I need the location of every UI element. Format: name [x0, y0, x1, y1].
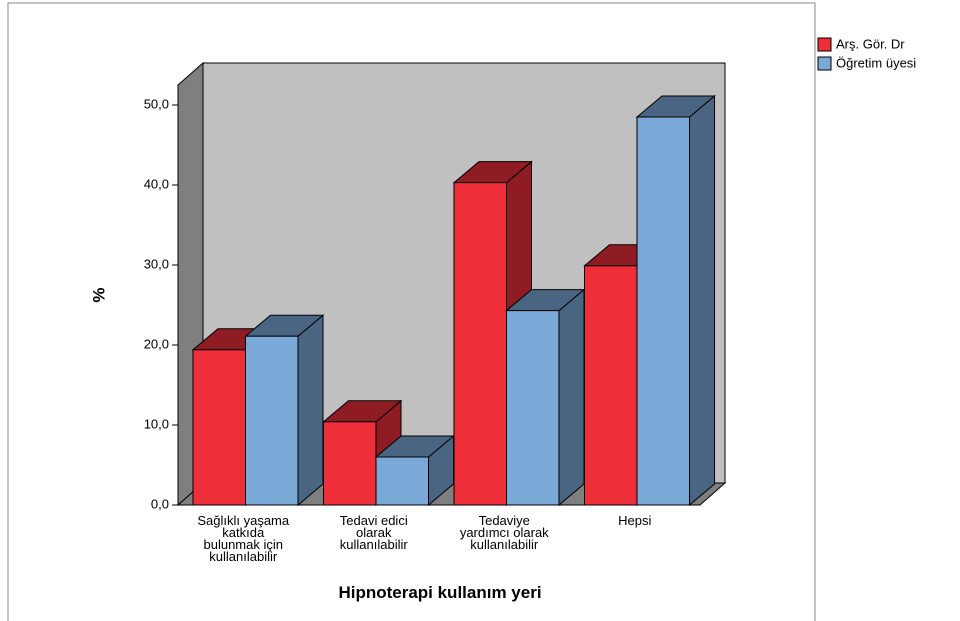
bar-side — [297, 314, 324, 507]
bar — [192, 349, 246, 506]
legend-swatch — [817, 37, 832, 52]
y-tick-label: 10,0 — [144, 416, 169, 431]
bar — [323, 421, 377, 506]
x-tick-label-line: katkıda — [222, 525, 265, 540]
bar — [245, 335, 299, 506]
bar — [453, 182, 507, 506]
x-tick-label-line: Tedavi edici — [340, 513, 408, 528]
legend-swatch — [817, 56, 832, 71]
y-tick-label: 20,0 — [144, 336, 169, 351]
x-tick-label: Tedaviye yardımcı olarak kullanılabilir — [460, 513, 549, 552]
x-tick-label: Tedavi edici olarak kullanılabilir — [340, 513, 409, 552]
y-tick-label: 0,0 — [151, 496, 169, 511]
y-axis-title: % — [89, 287, 108, 302]
x-axis-title: Hipnoterapi kullanım yeri — [338, 583, 541, 602]
x-tick-label-line: Tedaviye — [479, 513, 530, 528]
bar-side — [558, 288, 585, 507]
x-tick-label-line: kullanılabilir — [470, 537, 539, 552]
y-tick-label: 50,0 — [144, 96, 169, 111]
x-tick-label-line: yardımcı olarak — [460, 525, 549, 540]
bar — [506, 310, 560, 506]
x-tick-label-line: bulunmak için — [204, 537, 284, 552]
x-tick-label-line: kullanılabilir — [340, 537, 409, 552]
x-tick-label-line: Hepsi — [618, 513, 651, 528]
y-tick-label: 40,0 — [144, 176, 169, 191]
bar-side — [689, 94, 715, 507]
x-tick-label: Hepsi — [618, 513, 651, 528]
x-tick-label-line: kullanılabilir — [209, 549, 278, 564]
x-tick-label-line: olarak — [356, 525, 392, 540]
bar — [636, 116, 690, 506]
bar — [375, 456, 429, 506]
legend-label: Öğretim üyesi — [836, 55, 916, 70]
x-tick-label-line: Sağlıklı yaşama — [197, 513, 290, 528]
legend-label: Arş. Gör. Dr — [836, 36, 905, 51]
x-tick-label: Sağlıklı yaşama katkıda bulunmak için kulla… — [197, 513, 290, 564]
y-tick-label: 30,0 — [144, 256, 169, 271]
bar — [584, 265, 638, 506]
